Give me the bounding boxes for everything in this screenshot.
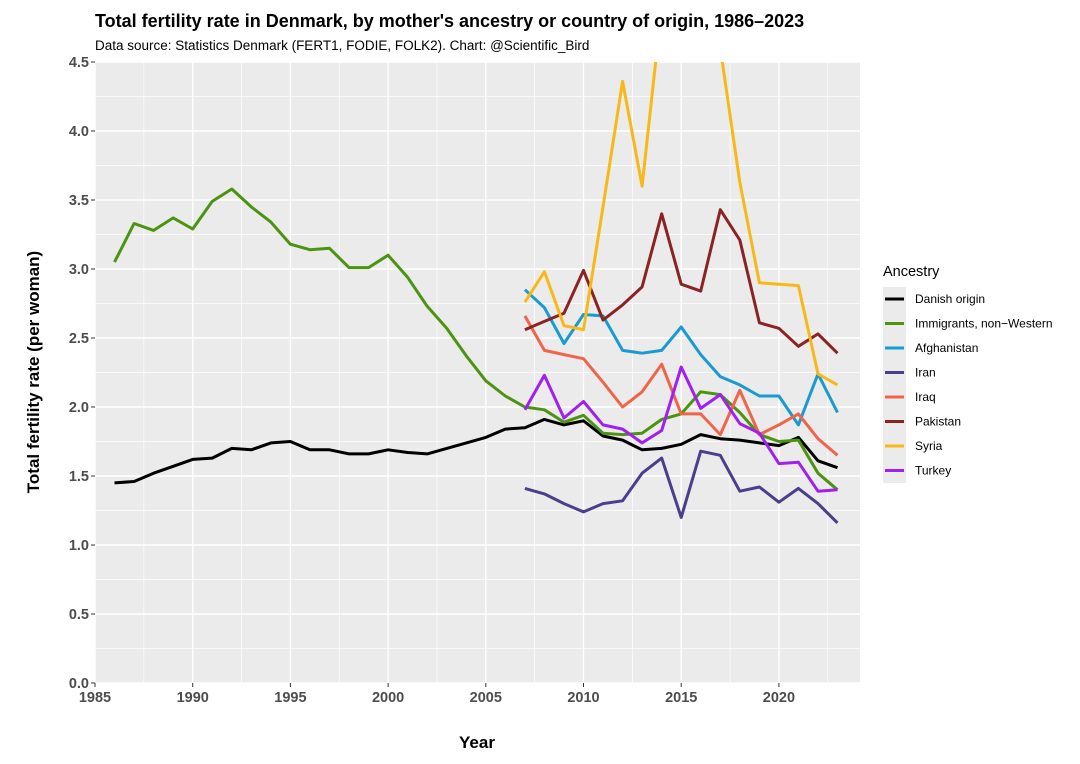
series-line-pakistan [524,208,839,355]
x-tick-label: 2020 [763,690,795,706]
x-tick-label: 1995 [274,690,306,706]
legend-key-background [883,287,906,483]
series-line-turkey [523,365,838,493]
series-line-syria [523,62,839,387]
y-tick-label: 1.5 [69,469,89,485]
y-axis-label: Total fertility rate (per woman) [24,251,43,493]
series-line-immigrants-non-western [113,187,839,491]
x-tick-label: 2000 [372,690,404,706]
y-tick-label: 0.0 [69,676,89,692]
axes: 1985 1990 1995 2000 2005 2010 2015 2020 0.0 0.5 1.… [69,55,795,706]
legend-label: Iraq [915,390,936,404]
legend-label: Danish origin [915,292,985,306]
legend: Ancestry Danish origin Immigrants, non−We… [883,264,1053,483]
legend-label: Immigrants, non−Western [915,317,1053,331]
chart-subtitle: Data source: Statistics Denmark (FERT1, … [95,38,589,53]
y-tick-label: 4.0 [69,124,89,140]
series-line-iran [524,449,839,524]
legend-label: Syria [915,439,943,453]
legend-label: Afghanistan [915,341,978,355]
x-tick-label: 2010 [567,690,599,706]
series-lines [113,62,839,524]
y-tick-label: 1.0 [69,538,89,554]
legend-label: Iran [915,366,936,380]
legend-label: Pakistan [915,415,961,429]
x-axis-label: Year [459,733,495,752]
x-tick-label: 2005 [470,690,502,706]
series-line-danish-origin [114,417,839,485]
chart-title: Total fertility rate in Denmark, by moth… [95,11,804,31]
y-tick-label: 2.5 [69,331,89,347]
y-tick-label: 3.5 [69,193,89,209]
y-tick-label: 0.5 [69,607,89,623]
legend-label: Turkey [915,464,951,478]
x-tick-label: 2015 [665,690,697,706]
legend-title: Ancestry [883,264,940,280]
x-tick-label: 1990 [177,690,209,706]
gridlines [94,61,860,684]
y-tick-label: 3.0 [69,262,89,278]
x-tick-label: 1985 [79,690,111,706]
y-tick-label: 4.5 [69,55,89,71]
series-line-iraq [523,315,839,457]
y-tick-label: 2.0 [69,400,89,416]
series-line-afghanistan [523,288,839,427]
